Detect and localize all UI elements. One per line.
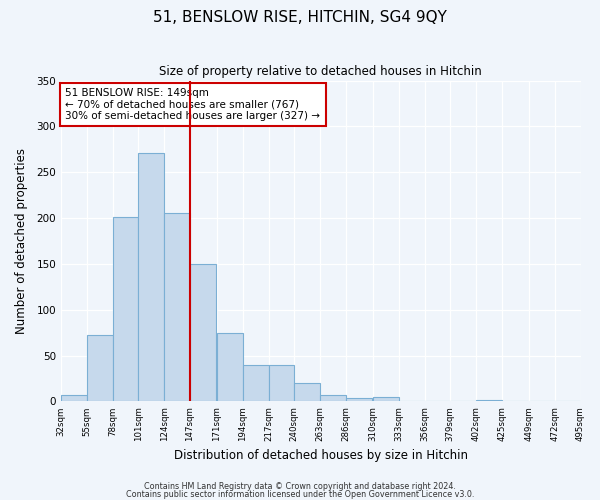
Text: 51, BENSLOW RISE, HITCHIN, SG4 9QY: 51, BENSLOW RISE, HITCHIN, SG4 9QY bbox=[153, 10, 447, 25]
Bar bbox=[320, 395, 346, 402]
Bar bbox=[346, 398, 372, 402]
Y-axis label: Number of detached properties: Number of detached properties bbox=[15, 148, 28, 334]
Bar bbox=[87, 334, 113, 402]
Text: Contains HM Land Registry data © Crown copyright and database right 2024.: Contains HM Land Registry data © Crown c… bbox=[144, 482, 456, 491]
Bar bbox=[295, 383, 320, 402]
Bar bbox=[243, 365, 269, 402]
Title: Size of property relative to detached houses in Hitchin: Size of property relative to detached ho… bbox=[160, 65, 482, 78]
Bar bbox=[476, 400, 502, 402]
Bar bbox=[139, 153, 164, 402]
Bar bbox=[217, 332, 243, 402]
Bar bbox=[113, 217, 139, 402]
Bar bbox=[373, 397, 399, 402]
Text: 51 BENSLOW RISE: 149sqm
← 70% of detached houses are smaller (767)
30% of semi-d: 51 BENSLOW RISE: 149sqm ← 70% of detache… bbox=[65, 88, 320, 121]
Text: Contains public sector information licensed under the Open Government Licence v3: Contains public sector information licen… bbox=[126, 490, 474, 499]
Bar bbox=[61, 395, 87, 402]
Bar bbox=[190, 264, 216, 402]
Bar bbox=[164, 214, 190, 402]
Bar bbox=[269, 365, 295, 402]
X-axis label: Distribution of detached houses by size in Hitchin: Distribution of detached houses by size … bbox=[174, 450, 468, 462]
